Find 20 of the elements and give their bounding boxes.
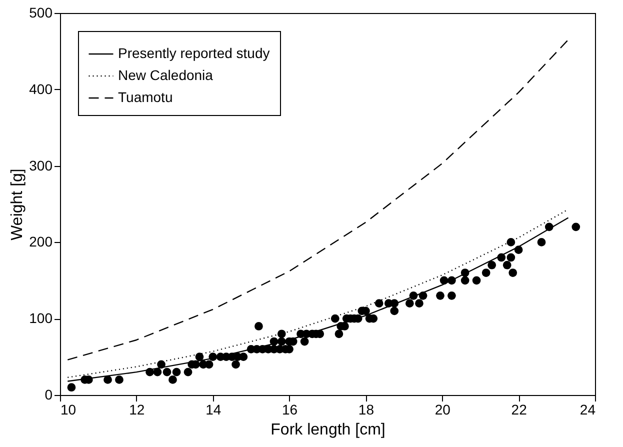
y-tick-label: 200 (29, 234, 53, 250)
x-tick-label: 16 (282, 402, 298, 418)
y-tick-label: 500 (29, 4, 53, 20)
legend-label: Tuamotu (118, 89, 173, 105)
line-series (67, 39, 569, 360)
x-tick-label: 10 (60, 402, 76, 418)
x-axis-title: Fork length [cm] (270, 422, 386, 438)
x-tick-label: 12 (129, 402, 145, 418)
x-tick-label: 18 (358, 402, 374, 418)
x-tick-label: 20 (434, 402, 451, 418)
x-tick-label: 14 (206, 402, 222, 418)
x-tick-label: 24 (580, 402, 596, 418)
legend-label: Presently reported study (118, 45, 270, 61)
x-tick-label: 22 (511, 402, 528, 418)
y-tick-label: 300 (29, 157, 53, 174)
legend-label: New Caledonia (118, 67, 214, 83)
y-tick-label: 400 (29, 80, 53, 97)
y-tick-label: 0 (44, 386, 53, 402)
y-axis-title: Weight [g] (9, 168, 26, 240)
y-tick-label: 100 (29, 310, 53, 326)
